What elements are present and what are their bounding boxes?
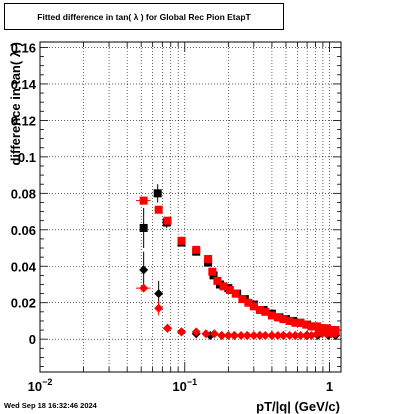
data-point-diamond — [312, 329, 322, 339]
data-point-square — [279, 315, 288, 324]
data-point-square — [249, 302, 258, 311]
grid — [39, 42, 341, 372]
data-point-square — [244, 298, 253, 307]
y-tick-label: 0 — [29, 332, 36, 347]
x-tick-label: 10−1 — [172, 377, 197, 394]
data-point-square — [139, 196, 148, 205]
data-point-square — [255, 306, 264, 315]
data-point-diamond — [139, 265, 149, 275]
data-point-square — [318, 324, 327, 333]
data-point-diamond — [249, 331, 259, 341]
y-tick-label: 0.16 — [11, 40, 36, 55]
data-point-diamond — [278, 331, 288, 341]
data-point-diamond — [273, 331, 283, 341]
timestamp: Wed Sep 18 16:32:46 2024 — [4, 401, 97, 410]
data-series — [135, 184, 341, 341]
data-point-square — [273, 313, 282, 322]
data-point-diamond — [154, 303, 164, 313]
x-tick-label: 10−2 — [28, 377, 53, 394]
y-tick-label: 0.02 — [11, 296, 36, 311]
data-point-diamond — [295, 331, 305, 341]
data-point-diamond — [255, 331, 265, 341]
data-point-diamond — [301, 331, 311, 341]
y-tick-label: 0.14 — [11, 77, 37, 92]
data-point-square — [313, 322, 322, 331]
y-axis-label: difference in tan( λ ) — [8, 42, 23, 166]
data-point-diamond — [163, 323, 173, 333]
data-point-diamond — [223, 331, 233, 341]
data-point-square — [296, 318, 305, 327]
data-point-diamond — [139, 283, 149, 293]
data-point-square — [231, 289, 240, 298]
data-point-diamond — [191, 327, 201, 337]
y-tick-label: 0.12 — [11, 113, 36, 128]
y-tick-label: 0.04 — [11, 259, 37, 274]
chart-title: Fitted difference in tan( λ ) for Global… — [37, 11, 251, 22]
data-point-square — [153, 189, 162, 198]
data-point-square — [208, 267, 217, 276]
data-point-square — [219, 282, 228, 291]
y-tick-label: 0.08 — [11, 186, 36, 201]
data-point-diamond — [236, 331, 246, 341]
data-point-square — [154, 205, 163, 214]
data-point-square — [204, 254, 213, 263]
data-point-square — [285, 316, 294, 325]
data-point-diamond — [285, 331, 295, 341]
data-point-diamond — [290, 331, 300, 341]
y-tick-label: 0.1 — [18, 150, 36, 165]
data-point-square — [213, 276, 222, 285]
data-point-diamond — [154, 289, 164, 299]
data-point-diamond — [177, 327, 187, 337]
data-point-square — [163, 216, 172, 225]
data-point-square — [261, 307, 270, 316]
tick-labels: 0 0.02 0.04 0.06 0.08 0.1 0.12 0.14 0.16 10−2 10−1… — [11, 40, 333, 394]
data-point-diamond — [267, 331, 277, 341]
x-axis-label: pT/|q| (GeV/c) — [256, 399, 340, 414]
title-box: Fitted difference in tan( λ ) for Global… — [4, 3, 284, 30]
axis-ticks — [39, 42, 341, 372]
data-point-square — [322, 324, 331, 333]
data-point-diamond — [242, 331, 252, 341]
data-point-square — [307, 322, 316, 331]
x-tick-label: 1 — [326, 379, 333, 394]
data-point-diamond — [217, 331, 227, 341]
data-point-square — [238, 295, 247, 304]
data-point-square — [302, 320, 311, 329]
data-point-diamond — [317, 329, 327, 339]
data-point-diamond — [260, 331, 270, 341]
data-point-diamond — [229, 331, 239, 341]
data-point-square — [192, 245, 201, 254]
data-point-diamond — [331, 329, 341, 339]
data-point-diamond — [201, 329, 211, 339]
data-point-square — [267, 311, 276, 320]
data-point-square — [225, 285, 234, 294]
data-point-square — [291, 318, 300, 327]
data-point-square — [139, 223, 148, 232]
y-tick-label: 0.06 — [11, 223, 36, 238]
data-point-square — [177, 236, 186, 245]
data-point-diamond — [209, 329, 219, 339]
